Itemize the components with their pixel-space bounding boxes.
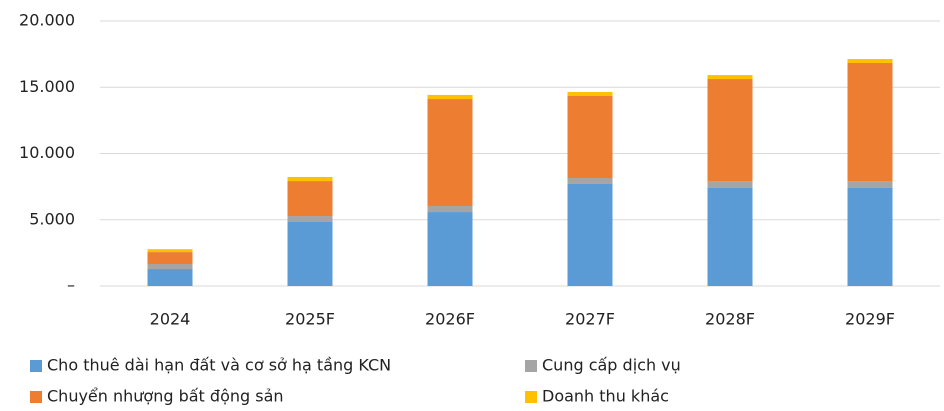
x-tick-label: 2028F bbox=[705, 310, 755, 329]
bar-segment bbox=[287, 181, 333, 217]
bar-segment bbox=[847, 63, 893, 182]
bar-segment bbox=[147, 249, 193, 253]
y-tick-label: – bbox=[67, 276, 75, 295]
legend-label: Cho thuê dài hạn đất và cơ sở hạ tầng KC… bbox=[47, 356, 391, 375]
bar-segment bbox=[147, 264, 193, 270]
bar-segment bbox=[427, 212, 473, 286]
bar-segment bbox=[287, 222, 333, 286]
legend-label: Chuyển nhượng bất động sản bbox=[47, 387, 284, 406]
bar-segment bbox=[567, 183, 613, 286]
x-tick-label: 2024 bbox=[150, 310, 191, 329]
bar-segment bbox=[707, 75, 753, 80]
bar-segment bbox=[147, 269, 193, 286]
bar-segment bbox=[287, 216, 333, 223]
x-tick-label: 2026F bbox=[425, 310, 475, 329]
bar-segment bbox=[567, 95, 613, 179]
bar-segment bbox=[567, 178, 613, 184]
bar-segment bbox=[847, 59, 893, 64]
x-tick-label: 2025F bbox=[285, 310, 335, 329]
y-tick-label: 15.000 bbox=[19, 77, 75, 96]
y-tick-label: 10.000 bbox=[19, 143, 75, 162]
legend-swatch bbox=[30, 391, 42, 403]
legend-swatch bbox=[525, 391, 537, 403]
bar-segment bbox=[287, 176, 333, 182]
legend-swatch bbox=[30, 360, 42, 372]
x-tick-label: 2029F bbox=[845, 310, 895, 329]
bar-segment bbox=[847, 187, 893, 286]
bar-segment bbox=[427, 205, 473, 213]
bar-segment bbox=[847, 181, 893, 188]
bar-segment bbox=[707, 79, 753, 182]
y-tick-label: 5.000 bbox=[29, 209, 75, 228]
x-tick-label: 2027F bbox=[565, 310, 615, 329]
legend-label: Doanh thu khác bbox=[542, 387, 669, 406]
bar-segment bbox=[707, 187, 753, 286]
y-tick-label: 20.000 bbox=[19, 11, 75, 30]
bar-segment bbox=[567, 92, 613, 96]
legend-label: Cung cấp dịch vụ bbox=[542, 356, 681, 375]
bar-segment bbox=[427, 99, 473, 206]
bar-segment bbox=[427, 94, 473, 100]
bar-segment bbox=[707, 181, 753, 188]
legend-swatch bbox=[525, 360, 537, 372]
bar-segment bbox=[147, 252, 193, 265]
